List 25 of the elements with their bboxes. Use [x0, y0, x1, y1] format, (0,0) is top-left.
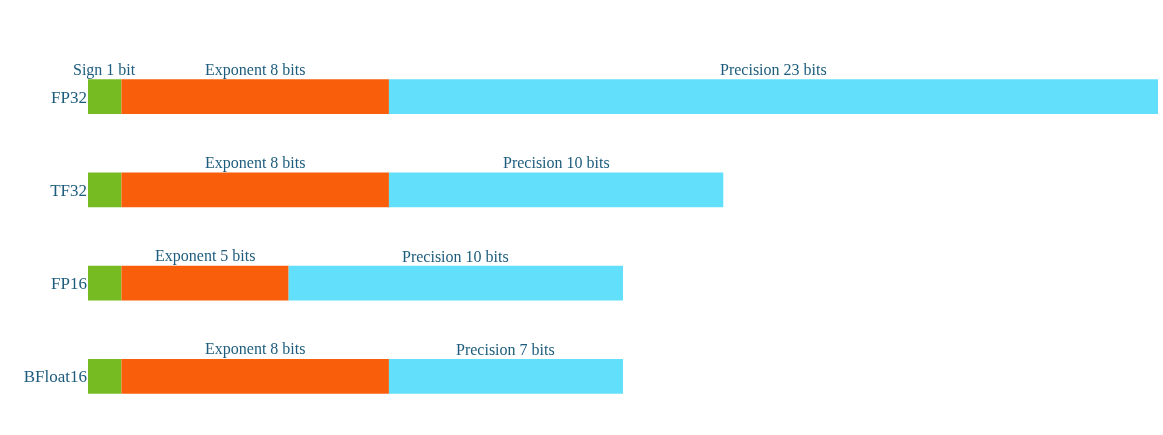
bar [288, 265, 623, 301]
y-tick-label: FP32 [51, 87, 87, 107]
y-tick-label: FP16 [51, 274, 87, 294]
bar [121, 79, 389, 114]
bar [388, 172, 724, 208]
data-label: Exponent 8 bits [205, 154, 306, 172]
data-label: Precision 7 bits [456, 341, 555, 358]
bar [88, 172, 122, 208]
data-label: Exponent 8 bits [205, 61, 306, 79]
data-label: Precision 10 bits [503, 154, 610, 171]
bar [388, 79, 1158, 114]
data-label: Sign 1 bit [73, 61, 136, 79]
bar [388, 359, 623, 394]
bar [121, 172, 389, 208]
data-label: Exponent 5 bits [155, 247, 256, 265]
bar [88, 265, 122, 301]
data-label: Precision 10 bits [402, 248, 509, 265]
data-label: Precision 23 bits [720, 61, 827, 78]
y-tick-label: TF32 [50, 180, 87, 200]
data-label: Exponent 8 bits [205, 340, 306, 358]
bar [88, 79, 122, 114]
bar [88, 359, 122, 394]
bar [121, 359, 389, 394]
y-tick-label: BFloat16 [23, 367, 87, 387]
bar [121, 265, 289, 301]
